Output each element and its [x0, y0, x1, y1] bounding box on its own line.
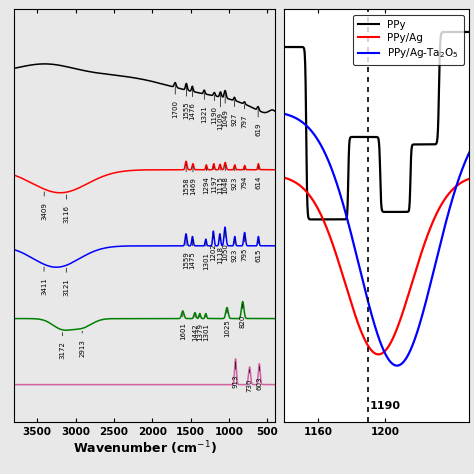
Text: 1476: 1476: [190, 89, 195, 120]
Text: 794: 794: [242, 168, 248, 189]
Text: 3172: 3172: [59, 333, 65, 359]
Text: 1109: 1109: [218, 95, 224, 130]
Text: 615: 615: [255, 239, 262, 263]
Text: 1442: 1442: [192, 315, 198, 340]
Text: 1700: 1700: [172, 85, 178, 118]
Text: 1321: 1321: [201, 93, 207, 123]
Text: 1197: 1197: [211, 166, 217, 193]
Text: 614: 614: [255, 166, 262, 189]
Text: 1475: 1475: [190, 239, 195, 269]
Text: 730: 730: [246, 370, 253, 392]
Text: 2913: 2913: [79, 331, 85, 356]
Text: 927: 927: [231, 100, 237, 126]
Text: 3409: 3409: [41, 192, 47, 219]
Text: 1202: 1202: [210, 234, 217, 262]
Text: 1115: 1115: [217, 167, 223, 193]
Text: 1601: 1601: [180, 314, 186, 340]
X-axis label: Wavenumber (cm$^{-1}$): Wavenumber (cm$^{-1}$): [73, 439, 217, 457]
Text: 1050: 1050: [222, 230, 228, 261]
Text: 3121: 3121: [64, 268, 69, 296]
Text: 913: 913: [233, 362, 238, 388]
Text: 1379: 1379: [197, 316, 203, 341]
Text: 923: 923: [232, 239, 238, 263]
Text: 603: 603: [256, 366, 262, 390]
Text: 1190: 1190: [211, 95, 218, 124]
Text: 1190: 1190: [370, 401, 401, 410]
Text: 1559: 1559: [183, 237, 189, 269]
Text: 1555: 1555: [183, 86, 189, 119]
Text: 795: 795: [242, 235, 247, 261]
Text: 820: 820: [240, 304, 246, 328]
Text: 1301: 1301: [203, 316, 209, 341]
Text: 1049: 1049: [222, 93, 228, 127]
Text: 619: 619: [255, 109, 261, 136]
Text: 3411: 3411: [41, 267, 47, 295]
Text: 1301: 1301: [203, 242, 209, 270]
Text: 1558: 1558: [183, 164, 189, 195]
Text: 1469: 1469: [190, 166, 196, 195]
Text: 3116: 3116: [64, 195, 70, 223]
Text: 1118: 1118: [217, 237, 223, 264]
Text: 797: 797: [241, 105, 247, 128]
Text: 923: 923: [232, 168, 238, 190]
Text: 1294: 1294: [203, 168, 210, 194]
Legend: PPy, PPy/Ag, PPy/Ag-Ta$_2$O$_5$: PPy, PPy/Ag, PPy/Ag-Ta$_2$O$_5$: [353, 15, 464, 65]
Text: 1048: 1048: [222, 165, 228, 194]
Text: 1025: 1025: [224, 310, 230, 337]
